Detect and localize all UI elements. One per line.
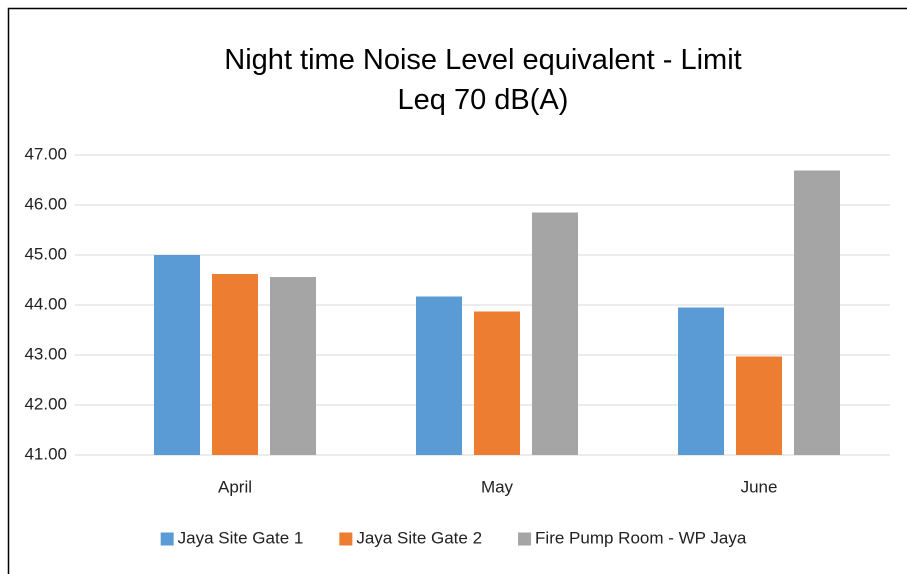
bar bbox=[794, 170, 840, 455]
x-tick-label: April bbox=[218, 477, 252, 496]
bar bbox=[212, 274, 258, 455]
bar bbox=[270, 277, 316, 455]
y-tick-label: 45.00 bbox=[24, 244, 67, 263]
y-tick-label: 42.00 bbox=[24, 394, 67, 413]
legend-label: Jaya Site Gate 2 bbox=[356, 528, 482, 547]
y-tick-label: 41.00 bbox=[24, 444, 67, 463]
legend-swatch bbox=[339, 532, 353, 546]
y-tick-label: 46.00 bbox=[24, 194, 67, 213]
bar bbox=[154, 255, 200, 455]
x-tick-label: May bbox=[481, 477, 514, 496]
bar bbox=[736, 356, 782, 455]
bar bbox=[532, 212, 578, 455]
bar bbox=[678, 307, 724, 455]
legend-swatch bbox=[518, 532, 532, 546]
bar bbox=[474, 311, 520, 455]
legend-label: Fire Pump Room - WP Jaya bbox=[535, 528, 747, 547]
x-tick-label: June bbox=[741, 477, 778, 496]
legend-label: Jaya Site Gate 1 bbox=[178, 528, 304, 547]
y-tick-label: 44.00 bbox=[24, 294, 67, 313]
legend-swatch bbox=[160, 532, 174, 546]
chart-title: Night time Noise Level equivalent - Limi… bbox=[224, 44, 742, 116]
y-tick-label: 47.00 bbox=[24, 144, 67, 163]
bar bbox=[416, 296, 462, 455]
chart-border bbox=[7, 7, 907, 574]
y-tick-label: 43.00 bbox=[24, 344, 67, 363]
